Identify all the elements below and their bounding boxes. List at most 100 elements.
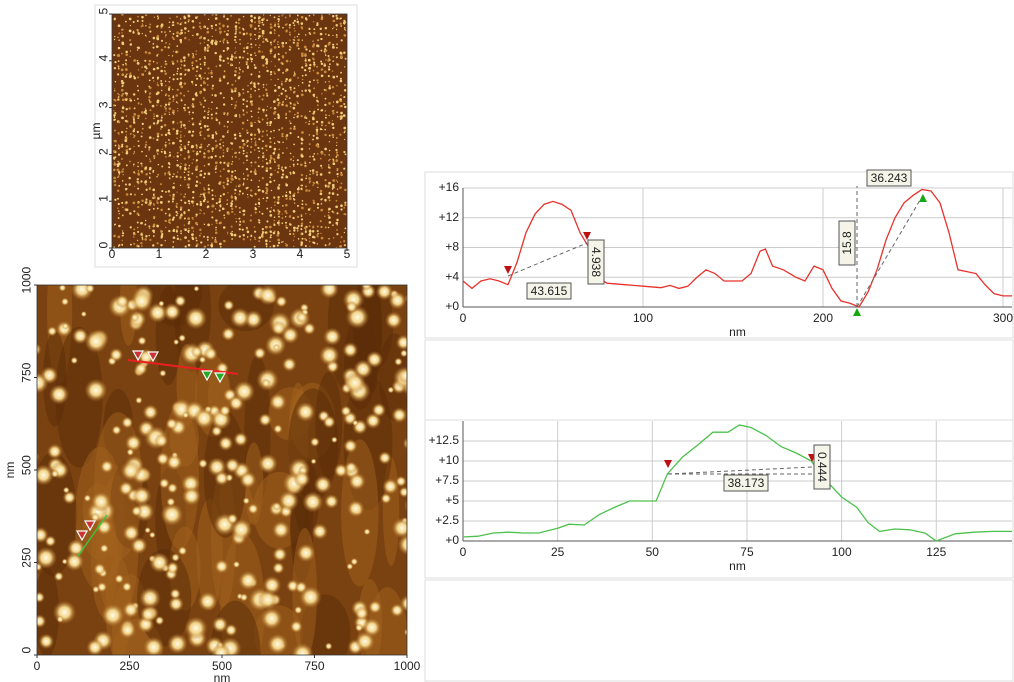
grain xyxy=(293,103,296,107)
grain xyxy=(180,126,182,128)
grain xyxy=(227,212,230,215)
grain xyxy=(309,207,312,209)
grain xyxy=(203,235,205,238)
grain xyxy=(300,138,304,142)
grain xyxy=(199,182,201,184)
grain xyxy=(234,90,237,93)
grain xyxy=(152,229,155,233)
grain xyxy=(257,219,260,221)
grain xyxy=(179,238,182,241)
grain xyxy=(183,106,186,110)
particle xyxy=(56,615,64,623)
grain xyxy=(301,66,304,69)
grain xyxy=(164,133,168,137)
grain xyxy=(270,207,272,209)
grain xyxy=(191,144,194,147)
grain xyxy=(124,136,127,139)
grain xyxy=(160,229,163,232)
grain xyxy=(145,112,148,115)
grain xyxy=(211,27,213,30)
particle xyxy=(37,546,58,569)
grain xyxy=(219,205,222,208)
grain xyxy=(238,26,241,29)
grain xyxy=(129,43,133,46)
grain xyxy=(187,222,190,225)
particle xyxy=(171,553,180,562)
grain xyxy=(266,19,269,22)
grain xyxy=(176,164,179,167)
grain xyxy=(117,245,120,247)
grain xyxy=(266,121,269,124)
grain xyxy=(293,127,296,131)
grain xyxy=(200,210,202,212)
grain xyxy=(265,83,268,86)
grain xyxy=(339,22,342,25)
grain xyxy=(239,134,242,138)
grain xyxy=(313,65,316,67)
grain xyxy=(245,32,249,35)
grain xyxy=(304,230,307,234)
grain xyxy=(309,155,311,158)
grain xyxy=(301,237,304,240)
grain xyxy=(274,53,277,56)
grain xyxy=(168,54,170,57)
grain xyxy=(293,90,296,94)
grain xyxy=(169,133,171,135)
grain xyxy=(132,115,135,119)
grain xyxy=(120,28,123,31)
grain xyxy=(202,105,205,108)
grain xyxy=(227,112,229,114)
grain xyxy=(288,33,292,36)
grain xyxy=(183,135,186,137)
particle xyxy=(354,606,370,621)
grain xyxy=(246,236,249,238)
grain xyxy=(300,215,303,217)
grain xyxy=(308,84,311,87)
grain xyxy=(284,203,288,207)
grain xyxy=(137,29,139,32)
particle xyxy=(409,490,416,497)
grain xyxy=(316,126,318,128)
grain xyxy=(222,152,225,154)
grain xyxy=(317,108,319,111)
grain xyxy=(250,20,253,23)
grain xyxy=(180,41,182,44)
grain xyxy=(124,20,127,23)
grain xyxy=(304,59,307,62)
grain xyxy=(153,157,156,159)
grain xyxy=(250,141,253,143)
grain xyxy=(249,53,253,57)
grain xyxy=(261,55,264,58)
grain xyxy=(133,242,136,245)
grain xyxy=(160,195,163,199)
grain xyxy=(203,36,206,40)
grain xyxy=(204,192,206,195)
grain xyxy=(144,51,147,54)
grain xyxy=(191,64,194,67)
grain xyxy=(301,206,304,210)
grain xyxy=(206,49,209,52)
grain xyxy=(238,158,240,160)
grain xyxy=(211,216,214,219)
grain xyxy=(307,58,311,62)
grain xyxy=(164,66,166,68)
grain xyxy=(122,105,124,108)
grain xyxy=(219,221,222,225)
grain xyxy=(231,210,234,214)
grain xyxy=(258,50,261,53)
particle xyxy=(211,643,231,655)
grain xyxy=(316,65,319,68)
grain xyxy=(187,243,191,247)
grain xyxy=(313,158,316,161)
grain xyxy=(273,210,276,213)
grain xyxy=(253,137,256,140)
grain xyxy=(177,110,179,112)
grain xyxy=(191,55,195,59)
grain xyxy=(305,121,307,124)
grain xyxy=(165,34,167,36)
grain xyxy=(296,163,299,166)
grain xyxy=(255,140,257,142)
grain xyxy=(168,107,172,110)
particle xyxy=(319,285,339,299)
